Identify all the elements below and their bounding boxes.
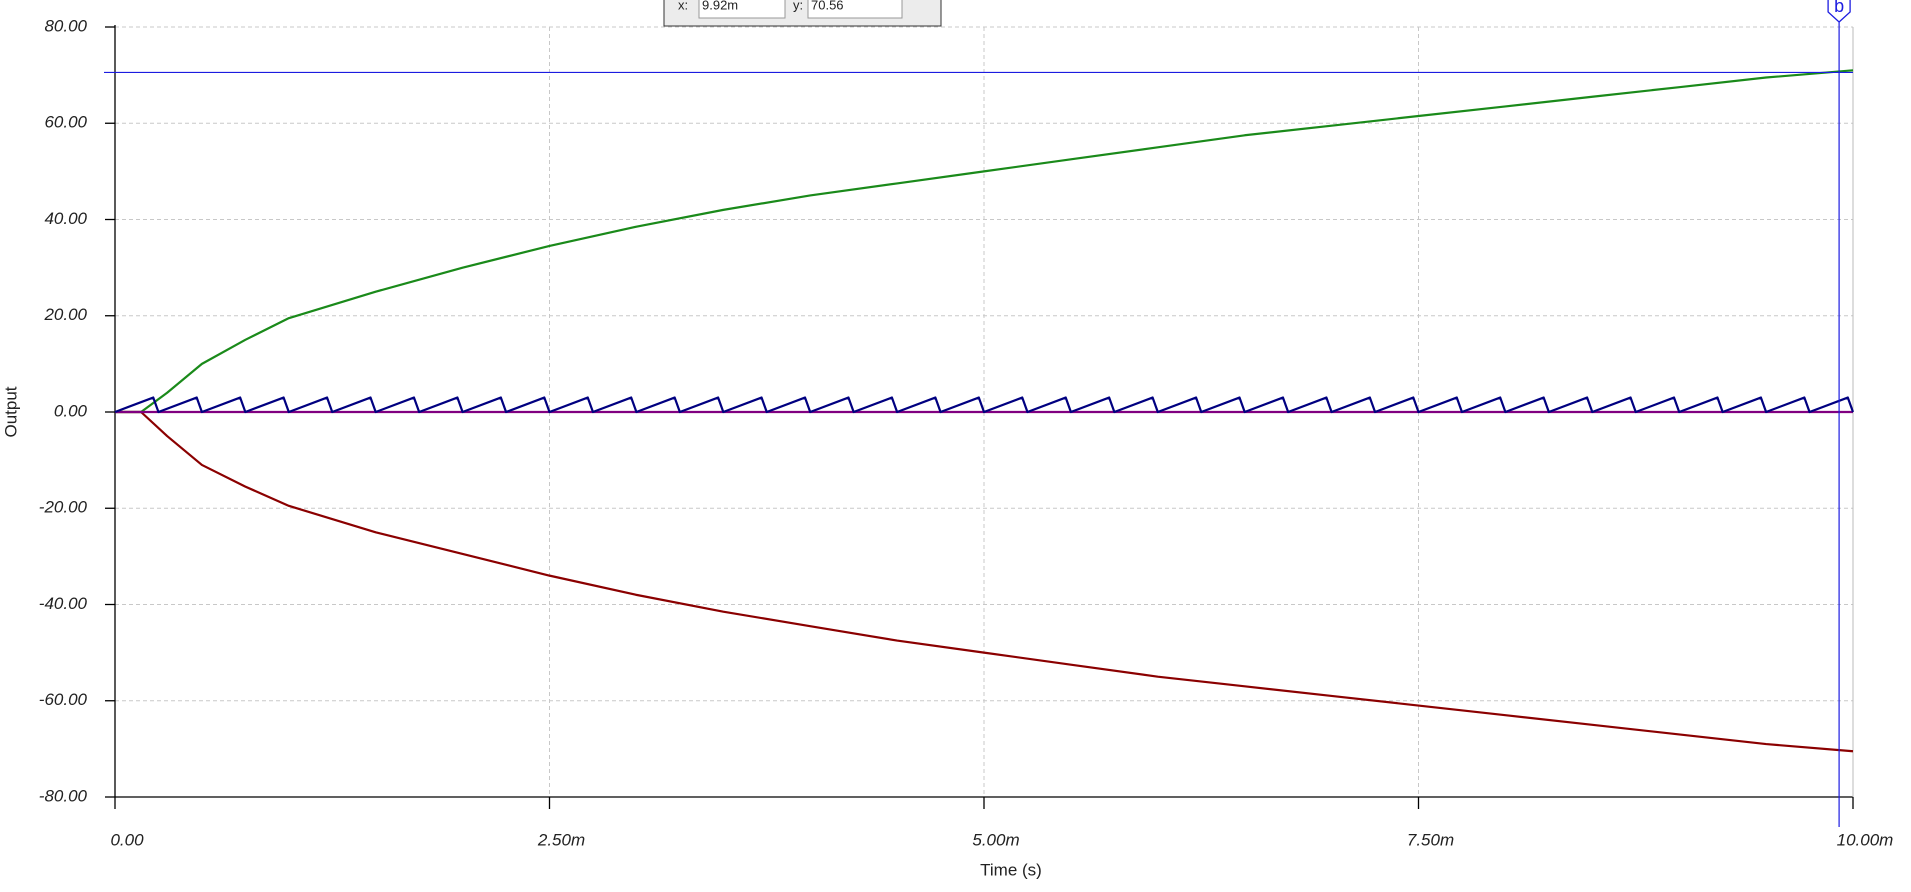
x-tick-label: 7.50m — [1407, 830, 1454, 849]
x-field-value: 9.92m — [702, 0, 738, 12]
x-tick-label: 10.00m — [1837, 830, 1894, 849]
x-tick-label: 2.50m — [537, 830, 585, 849]
x-field[interactable] — [698, 0, 786, 19]
y-tick-label: -20.00 — [39, 498, 88, 517]
x-tick-label: 0.00 — [110, 830, 144, 849]
x-axis-title: Time (s) — [980, 860, 1042, 879]
y-tick-label: 0.00 — [54, 401, 88, 420]
y-axis-title: Output — [1, 386, 20, 437]
series-line — [115, 69, 1854, 414]
cursor-label: b — [1834, 0, 1844, 16]
y-field[interactable] — [807, 0, 903, 19]
cursor-box: x: 9.92m y: 70.56 — [663, 0, 942, 27]
y-tick-label: -60.00 — [39, 690, 88, 709]
y-tick-label: 40.00 — [44, 209, 87, 228]
x-tick-label: 5.00m — [972, 830, 1019, 849]
x-field-label: x: — [678, 0, 688, 12]
y-tick-label: 60.00 — [44, 113, 87, 132]
y-tick-label: 20.00 — [43, 305, 87, 324]
series-line — [114, 396, 1855, 414]
y-tick-label: -40.00 — [39, 594, 88, 613]
series-line — [115, 410, 1854, 753]
cursor-marker[interactable] — [1827, 0, 1851, 23]
y-field-value: 70.56 — [811, 0, 844, 12]
y-tick-label: 80.00 — [44, 16, 87, 35]
y-tick-label: -80.00 — [39, 786, 88, 805]
y-field-label: y: — [793, 0, 803, 12]
